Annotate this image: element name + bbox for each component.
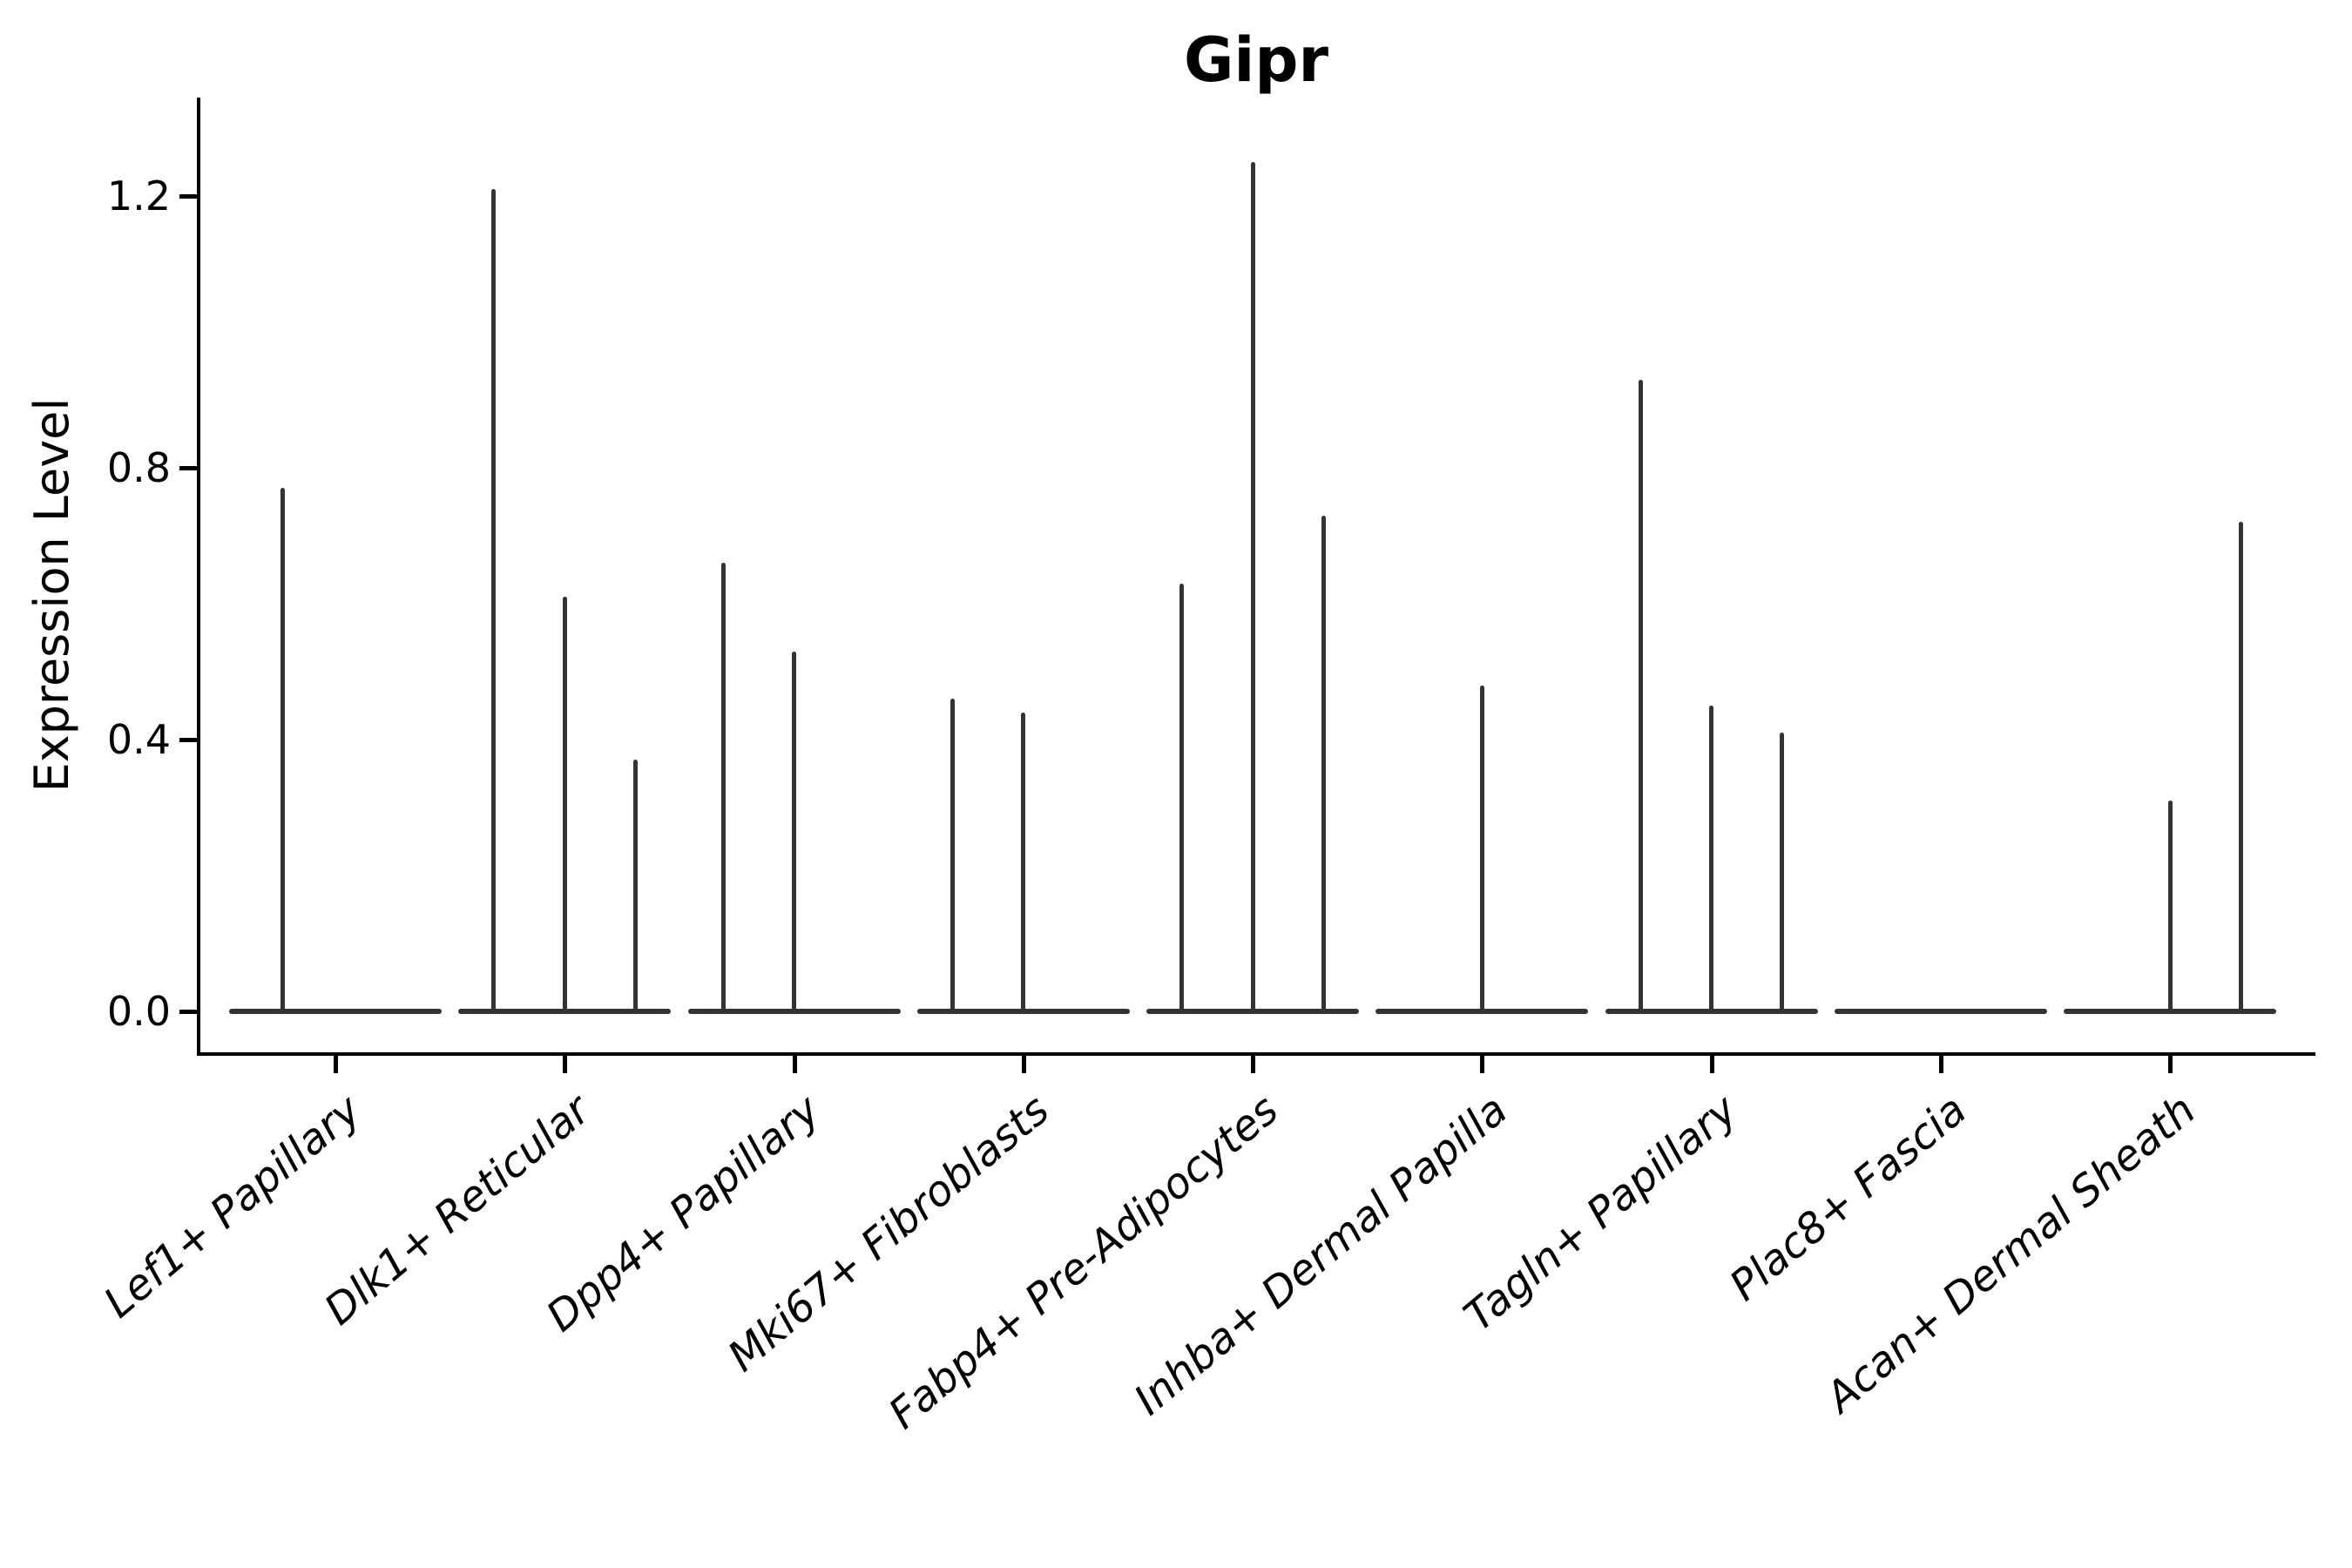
violin-baseline: [229, 1009, 442, 1014]
x-tick-label: Dpp4+ Papillary: [537, 1085, 829, 1342]
violin-spike: [1021, 712, 1026, 1011]
violin-spike: [2238, 522, 2243, 1011]
violin-spike: [633, 760, 639, 1011]
violin-spike: [792, 651, 796, 1011]
x-tick-label: Mki67+ Fibroblasts: [719, 1085, 1058, 1382]
violin-baseline: [1375, 1009, 1589, 1014]
y-axis-spine: [197, 98, 200, 1056]
y-tick-label: 1.2: [106, 172, 171, 220]
plot-title: Gipr: [1183, 24, 1329, 96]
violin-spike: [1479, 685, 1484, 1011]
violin-baseline: [1834, 1009, 2047, 1014]
x-tick-label: Fabp4+ Pre-Adipocytes: [879, 1085, 1288, 1439]
y-tick: [179, 466, 197, 470]
violin-baseline: [1146, 1009, 1359, 1014]
x-tick: [1709, 1056, 1714, 1073]
x-tick: [1251, 1056, 1255, 1073]
y-tick-label: 0.4: [106, 716, 171, 763]
y-tick-label: 0.0: [106, 988, 171, 1035]
violin-baseline: [916, 1009, 1130, 1014]
x-tick: [563, 1056, 568, 1073]
x-tick-label: Tagln+ Papillary: [1454, 1085, 1747, 1342]
violin-spike: [562, 597, 567, 1011]
violin-spike: [1638, 379, 1643, 1011]
violin-spike: [491, 189, 497, 1011]
violin-baseline: [2064, 1009, 2276, 1014]
x-tick-label: Acan+ Dermal Sheath: [1816, 1085, 2205, 1423]
x-tick: [2168, 1056, 2173, 1073]
y-tick: [179, 194, 197, 199]
x-tick-label: Dlk1+ Reticular: [315, 1085, 600, 1335]
x-tick-label: Plac8+ Fascia: [1720, 1085, 1976, 1311]
x-tick: [334, 1056, 338, 1073]
violin-spike: [1179, 583, 1185, 1011]
y-tick: [179, 1010, 197, 1014]
y-tick-label: 0.8: [106, 444, 171, 491]
violin-baseline: [1605, 1009, 1818, 1014]
violin-spike: [1709, 706, 1713, 1011]
x-tick: [1938, 1056, 1943, 1073]
y-tick: [179, 738, 197, 742]
x-tick: [1480, 1056, 1485, 1073]
violin-spike: [950, 699, 955, 1011]
x-tick-label: Inhba+ Dermal Papilla: [1125, 1085, 1517, 1425]
x-axis-spine: [197, 1052, 2315, 1056]
x-tick: [792, 1056, 797, 1073]
violin-spike: [1250, 162, 1255, 1011]
y-axis-label: Expression Level: [24, 397, 79, 793]
violin-spike: [1780, 733, 1785, 1011]
violin-spike: [720, 563, 726, 1011]
violin-spike: [1321, 515, 1326, 1011]
violin-baseline: [458, 1009, 672, 1014]
violin-spike: [2167, 801, 2173, 1011]
violin-baseline: [687, 1009, 901, 1014]
violin-spike: [280, 488, 285, 1011]
x-tick: [1021, 1056, 1026, 1073]
